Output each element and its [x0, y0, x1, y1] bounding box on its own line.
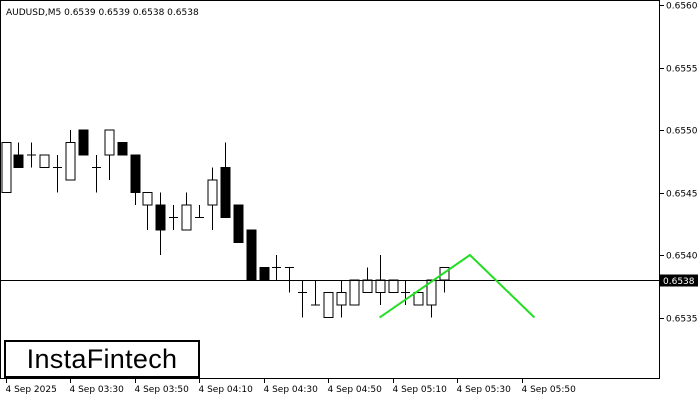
candle-body [336, 292, 347, 306]
candle [401, 280, 410, 305]
candle [117, 142, 128, 156]
candle [142, 192, 153, 230]
candle-body [142, 192, 153, 206]
candle [246, 229, 257, 281]
candle [311, 280, 320, 306]
candle-body [13, 154, 24, 168]
x-tick-label: 4 Sep 04:50 [328, 385, 383, 395]
candle-body [65, 142, 76, 181]
candle-body [130, 154, 141, 193]
candle-body [104, 129, 115, 156]
candle [92, 155, 101, 193]
y-tick-label: 0.6550 [666, 127, 698, 137]
candle [27, 142, 36, 168]
brand-logo: InstaFintech [4, 340, 200, 378]
candle [65, 130, 76, 181]
candle-body [375, 279, 386, 293]
candle [207, 167, 218, 230]
x-tick-label: 4 Sep 05:30 [457, 385, 512, 395]
candle-body [39, 154, 50, 168]
candle [13, 142, 24, 168]
candle [1, 142, 12, 193]
candle [78, 129, 89, 156]
x-tick-label: 4 Sep 05:10 [393, 385, 448, 395]
candle-body [246, 229, 257, 281]
y-tick-label: 0.6560 [666, 2, 698, 12]
x-tick-label: 4 Sep 03:50 [135, 385, 190, 395]
x-tick-label: 4 Sep 03:30 [70, 385, 125, 395]
candle-body [413, 292, 424, 306]
candles-layer [1, 129, 450, 318]
candle-body [117, 142, 128, 156]
plot-area [0, 0, 660, 379]
x-tick-label: 4 Sep 2025 [6, 385, 57, 395]
candle-body [181, 204, 192, 231]
candle [272, 255, 281, 280]
candle-body [323, 292, 334, 318]
candle [298, 280, 307, 318]
candle [39, 154, 50, 168]
candle [259, 267, 270, 281]
x-tick-label: 4 Sep 05:50 [522, 385, 577, 395]
candle-body [362, 279, 373, 293]
candle-body [233, 204, 244, 243]
pattern-line [379, 253, 536, 319]
current-price-label: 0.6538 [663, 277, 695, 287]
candle [233, 204, 244, 243]
candle [104, 129, 115, 180]
candle [323, 292, 334, 318]
candle [195, 205, 204, 218]
y-tick-label: 0.6555 [666, 65, 698, 75]
y-axis: 0.6560 0.6555 0.6550 0.6545 0.6540 0.6535 0.65… [660, 2, 698, 325]
brand-logo-text: InstaFintech [26, 343, 178, 374]
candle [169, 205, 178, 230]
candle-body [1, 142, 12, 193]
candle [130, 154, 141, 205]
current-price-box [660, 274, 698, 287]
candle [388, 279, 399, 293]
candle-body [220, 167, 231, 218]
candle [336, 280, 347, 318]
x-tick-label: 4 Sep 04:30 [264, 385, 319, 395]
chart-header: AUDUSD,M5 0.6539 0.6539 0.6538 0.6538 [6, 8, 199, 18]
y-tick-label: 0.6540 [666, 252, 698, 262]
x-axis: 4 Sep 2025 4 Sep 03:30 4 Sep 03:50 4 Sep 04… [6, 379, 577, 395]
candle [181, 192, 192, 231]
candle [220, 142, 231, 218]
candle-body [259, 267, 270, 281]
candle [349, 279, 360, 306]
candle-body [388, 279, 399, 293]
pattern-layer [379, 253, 536, 319]
x-tick-label: 4 Sep 04:10 [199, 385, 254, 395]
y-tick-label: 0.6545 [666, 190, 698, 200]
candle [413, 292, 424, 306]
candle-body [155, 204, 166, 231]
candle-body [207, 179, 218, 206]
candle [53, 155, 62, 193]
candle-body [78, 129, 89, 156]
candle-body [349, 279, 360, 306]
candle [155, 192, 166, 255]
y-tick-label: 0.6535 [666, 315, 698, 325]
